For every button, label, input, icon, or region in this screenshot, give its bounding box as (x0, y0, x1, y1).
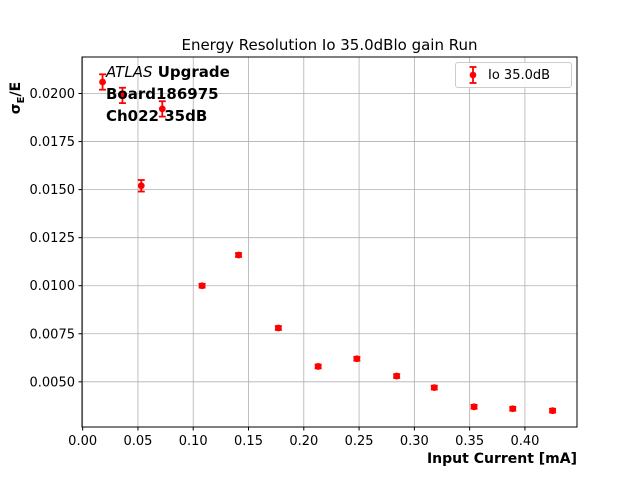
y-axis-label-subscript: E (15, 96, 27, 104)
y-tick-label: 0.0200 (30, 87, 76, 102)
data-point (549, 407, 556, 415)
annotation: ATLAS Upgrade Board186975 Ch022 35dB (106, 61, 230, 127)
legend: Io 35.0dB (455, 62, 572, 88)
x-tick-label: 0.40 (510, 434, 539, 449)
data-point (158, 105, 166, 113)
data-point (353, 355, 361, 363)
data-point (509, 405, 517, 413)
data-point (119, 92, 126, 99)
data-point (314, 363, 322, 370)
y-axis-label-sigma: σ (8, 103, 24, 115)
x-tick-label: 0.15 (234, 434, 263, 449)
x-tick-label: 0.20 (289, 434, 318, 449)
y-tick-label: 0.0100 (30, 279, 76, 294)
x-tick-label: 0.25 (345, 434, 374, 449)
x-tick-label: 0.00 (68, 434, 97, 449)
data-point (274, 324, 282, 332)
y-axis-label-rest: /E (8, 81, 24, 97)
y-tick-label: 0.0050 (30, 375, 76, 390)
data-point (235, 251, 242, 259)
data-point (198, 282, 206, 290)
plot-frame (81, 56, 578, 428)
x-tick-label: 0.10 (179, 434, 208, 449)
x-tick-label: 0.05 (123, 434, 152, 449)
data-point (430, 384, 438, 391)
y-tick-label: 0.0150 (30, 183, 76, 198)
y-axis-label: σE/E (8, 58, 28, 138)
x-axis-label: Input Current [mA] (426, 451, 577, 467)
annotation-board: Board186975 (106, 85, 219, 103)
x-tick-label: 0.30 (400, 434, 429, 449)
data-point (470, 403, 478, 411)
data-point (393, 372, 401, 380)
y-tick-label: 0.0125 (30, 231, 76, 246)
annotation-channel: Ch022 35dB (106, 107, 208, 125)
y-tick-label: 0.0175 (30, 135, 76, 150)
legend-label: Io 35.0dB (488, 67, 551, 83)
y-tick-label: 0.0075 (30, 327, 76, 342)
x-tick-label: 0.35 (455, 434, 484, 449)
data-point (137, 182, 145, 190)
data-point (99, 78, 106, 86)
annotation-experiment-suffix: Upgrade (157, 63, 230, 81)
annotation-line-1: ATLAS Upgrade (106, 61, 230, 83)
annotation-experiment: ATLAS (106, 63, 153, 81)
legend-errorbar-icon (469, 66, 477, 84)
chart-title: Energy Resolution Io 35.0dBlo gain Run (181, 36, 478, 54)
